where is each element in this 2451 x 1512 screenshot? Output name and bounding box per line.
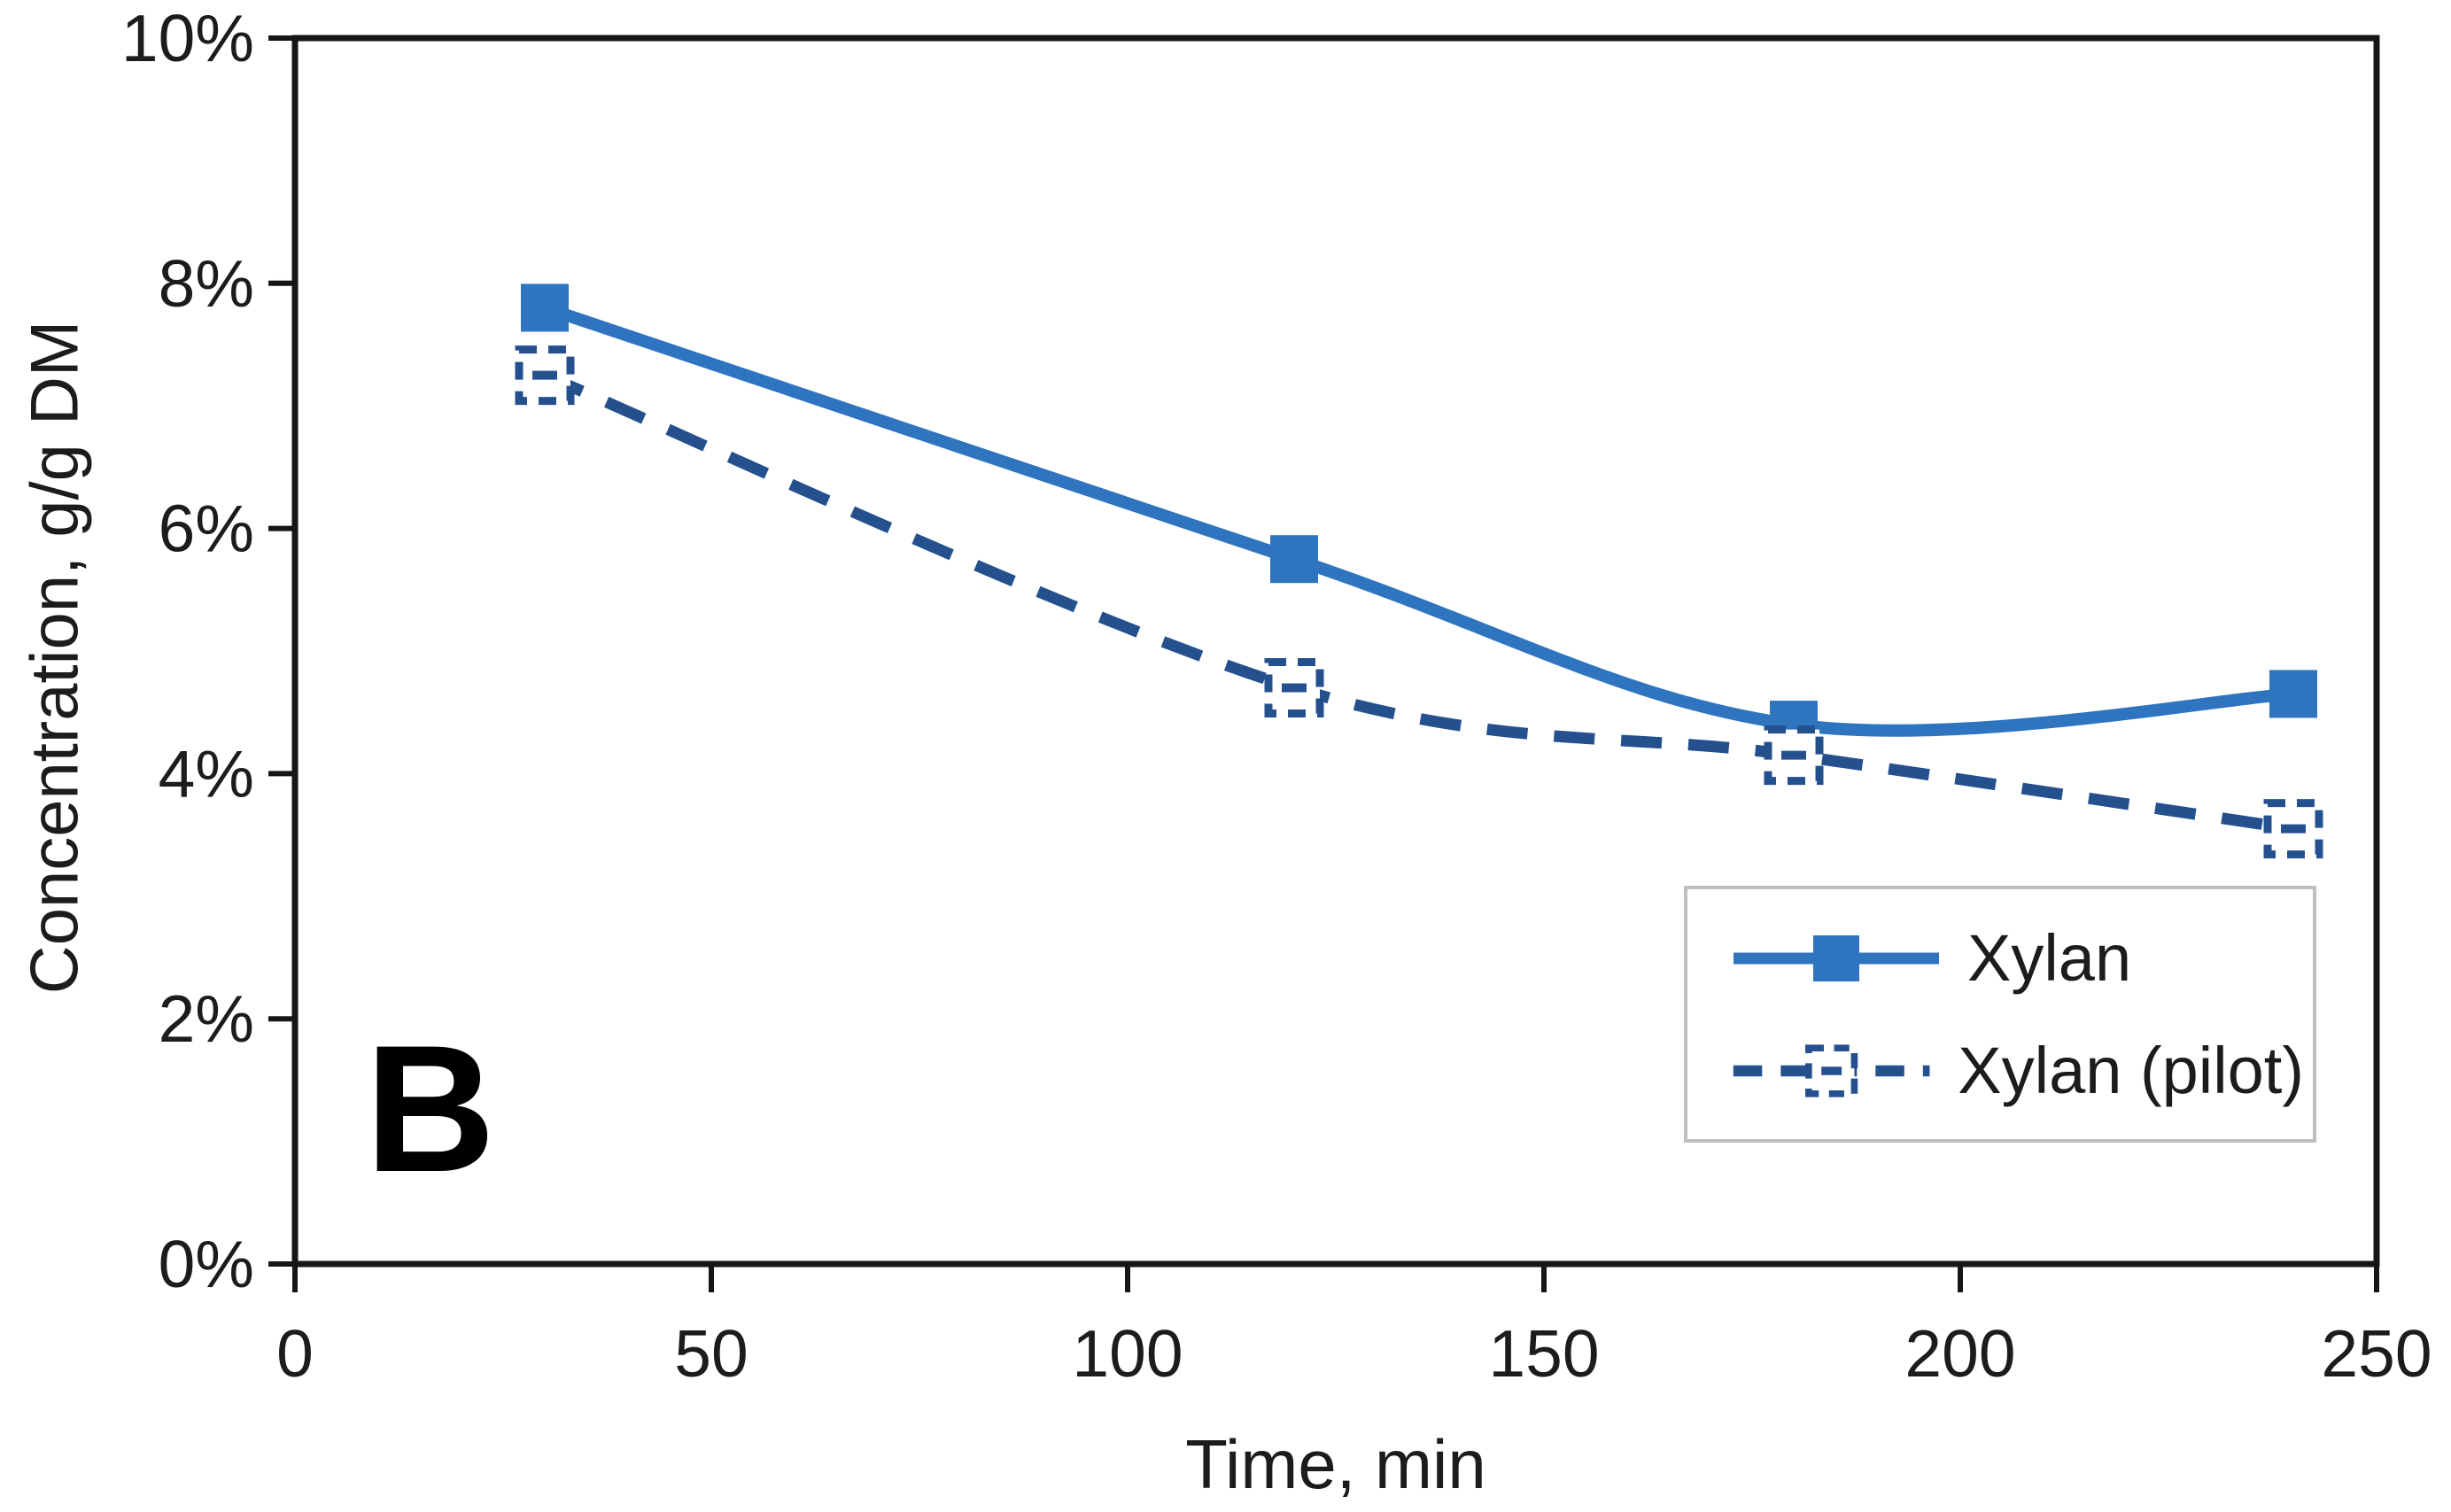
legend-key-xylan-pilot <box>1733 1043 1930 1097</box>
x-tick-label: 50 <box>674 1316 748 1391</box>
series-line-xylan <box>542 301 2294 737</box>
y-tick-label: 6% <box>159 492 254 566</box>
data-point-xylan <box>521 283 569 332</box>
y-tick-label: 10% <box>121 1 254 75</box>
x-tick-label: 100 <box>1072 1316 1183 1391</box>
legend-label: Xylan (pilot) <box>1958 1034 2304 1107</box>
x-axis-title: Time, min <box>1185 1425 1486 1503</box>
series-line-xylan-pilot <box>542 369 2294 835</box>
y-tick-label: 0% <box>159 1227 254 1301</box>
y-axis-title: Concentration, g/g DM <box>17 320 93 995</box>
legend-item-xylan: Xylan <box>1730 920 2304 996</box>
x-tick-label: 0 <box>276 1316 314 1391</box>
legend-item-xylan-pilot: Xylan (pilot) <box>1730 1033 2304 1108</box>
x-tick-label: 200 <box>1904 1316 2015 1391</box>
plot-border <box>291 35 2380 1268</box>
y-tick-label: 2% <box>159 981 254 1056</box>
x-tick-label: 150 <box>1488 1316 1599 1391</box>
y-tick-label: 4% <box>159 736 254 810</box>
legend-key-xylan <box>1734 934 1939 981</box>
panel-label: B <box>365 1008 496 1210</box>
legend-label: Xylan <box>1967 921 2132 995</box>
y-tick-label: 8% <box>159 246 254 321</box>
data-point-xylan <box>2269 670 2317 718</box>
legend-box: Xylan Xylan (pilot) <box>1684 886 2316 1143</box>
legend-marker-sample <box>1813 934 1859 981</box>
data-point-xylan <box>1270 535 1318 584</box>
x-tick-label: 250 <box>2321 1316 2432 1391</box>
